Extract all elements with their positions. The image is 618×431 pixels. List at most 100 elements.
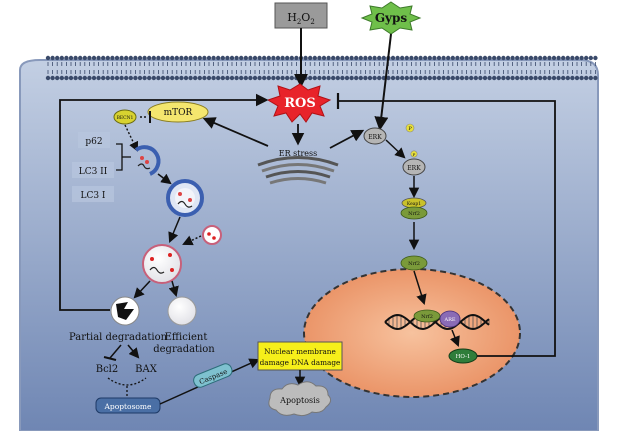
efficient-degradation-vesicle xyxy=(167,296,197,326)
phosphate-node: P xyxy=(405,123,415,133)
gyps-label: Gyps xyxy=(375,11,408,25)
lipid-head xyxy=(252,55,258,61)
lipid-head xyxy=(432,55,437,61)
lipid-head xyxy=(404,75,409,81)
lipid-head xyxy=(335,75,340,81)
lipid-head xyxy=(82,55,88,61)
lipid-head xyxy=(340,75,345,81)
lipid-head xyxy=(556,55,561,61)
lipid-head xyxy=(363,75,368,81)
lipid-head xyxy=(561,75,566,81)
lipid-head xyxy=(413,55,419,61)
lc3-i-label: LC3 I xyxy=(80,191,105,201)
lipid-head xyxy=(248,75,253,81)
lipid-head xyxy=(91,55,97,61)
lipid-head xyxy=(142,55,147,61)
lipid-head xyxy=(519,55,524,61)
cell-membrane xyxy=(45,55,598,81)
to-partial-arrow xyxy=(133,280,151,299)
lipid-head xyxy=(487,75,492,81)
lipid-head xyxy=(59,75,64,81)
lipid-head xyxy=(105,55,111,61)
lipid-head xyxy=(331,75,336,81)
lipid-head xyxy=(570,55,575,61)
lipid-head xyxy=(588,55,593,61)
lipid-head xyxy=(395,75,400,81)
lipid-head xyxy=(156,75,161,81)
lipid-head xyxy=(496,75,501,81)
ho1-node: HO-1 xyxy=(448,348,478,364)
lipid-head xyxy=(349,55,354,61)
keap1-nrf2-complex: Keap1 Nrf2 xyxy=(400,197,428,220)
becn1-node: BECN1 xyxy=(113,109,137,125)
lipid-head xyxy=(501,55,506,61)
lipid-head xyxy=(436,55,442,61)
lipid-head xyxy=(349,75,354,81)
lipid-head xyxy=(464,75,469,81)
lipid-head xyxy=(358,55,363,61)
lipid-head xyxy=(515,75,520,81)
lipid-head xyxy=(59,55,64,61)
gyps-node: Gyps xyxy=(360,1,422,35)
lipid-head xyxy=(565,75,570,81)
lipid-head xyxy=(101,75,106,81)
dna-strand xyxy=(384,313,490,331)
lipid-head xyxy=(418,75,423,81)
lipid-head xyxy=(275,75,281,81)
lipid-head xyxy=(395,55,400,61)
lipid-head xyxy=(225,55,230,61)
lipid-head xyxy=(308,55,313,61)
ho1-to-ros-inhibition-line xyxy=(338,100,556,357)
lipid-head xyxy=(271,55,276,61)
nrf2-free-label: Nrf2 xyxy=(408,261,420,267)
lipid-head xyxy=(234,55,239,61)
lipid-head xyxy=(262,55,267,61)
lipid-head xyxy=(441,75,446,81)
lipid-head xyxy=(179,75,184,81)
to-bax-arrow xyxy=(127,344,140,359)
lipid-head xyxy=(110,55,115,61)
lipid-head xyxy=(372,75,377,81)
lipid-head xyxy=(317,55,322,61)
lipid-head xyxy=(160,75,166,81)
lipid-head xyxy=(202,55,207,61)
lipid-head xyxy=(377,75,382,81)
lipid-head xyxy=(312,75,317,81)
lipid-head xyxy=(492,75,497,81)
autophagosome-to-autolysosome-arrow xyxy=(168,216,181,243)
lipid-head xyxy=(524,75,529,81)
lipid-head xyxy=(312,55,317,61)
nrf2-bound-label: Nrf2 xyxy=(408,211,420,217)
bcl2-inhibition-bar xyxy=(103,356,117,361)
lipid-head xyxy=(556,75,561,81)
lipid-head xyxy=(55,55,60,61)
lipid-head xyxy=(446,55,451,61)
p62-label: p62 xyxy=(85,137,102,147)
lipid-head xyxy=(317,75,322,81)
lipid-head xyxy=(473,55,478,61)
lipid-head xyxy=(91,75,97,81)
autophagosome xyxy=(166,179,204,217)
lipid-head xyxy=(455,75,460,81)
are-label: ARE xyxy=(443,317,455,323)
er-to-erk-arrow xyxy=(329,129,365,149)
lipid-head xyxy=(211,75,216,81)
ros-node: ROS xyxy=(266,83,332,123)
lipid-head xyxy=(124,75,129,81)
nucleus xyxy=(303,268,521,398)
mtor-label: mTOR xyxy=(164,108,193,118)
lipid-head xyxy=(243,55,248,61)
lipid-head xyxy=(183,75,189,81)
lipid-head xyxy=(142,75,147,81)
lipid-head xyxy=(574,55,580,61)
lipid-head xyxy=(432,75,437,81)
are-to-ho1-arrow xyxy=(450,329,460,347)
lipid-head xyxy=(469,55,474,61)
lipid-head xyxy=(239,75,244,81)
lipid-head xyxy=(528,55,534,61)
lipid-head xyxy=(147,75,152,81)
lipid-head xyxy=(101,55,106,61)
lipid-head xyxy=(174,55,179,61)
lipid-head xyxy=(579,75,584,81)
lipid-head xyxy=(482,55,488,61)
